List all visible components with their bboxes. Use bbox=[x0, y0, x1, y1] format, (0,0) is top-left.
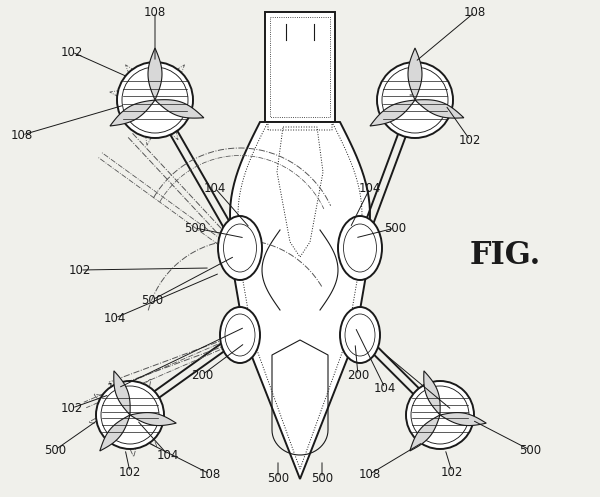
Text: 108: 108 bbox=[199, 468, 221, 481]
Text: 500: 500 bbox=[311, 472, 333, 485]
Text: 200: 200 bbox=[191, 368, 213, 382]
Polygon shape bbox=[148, 48, 162, 100]
Text: 104: 104 bbox=[374, 382, 396, 395]
Polygon shape bbox=[370, 100, 415, 126]
Circle shape bbox=[406, 381, 474, 449]
Text: 108: 108 bbox=[11, 129, 33, 142]
FancyBboxPatch shape bbox=[265, 12, 335, 122]
Text: 500: 500 bbox=[519, 443, 541, 457]
Text: 104: 104 bbox=[441, 404, 463, 416]
Text: FIG.: FIG. bbox=[470, 240, 541, 270]
Text: 500: 500 bbox=[384, 222, 406, 235]
Text: 104: 104 bbox=[104, 312, 126, 325]
Text: 104: 104 bbox=[204, 181, 226, 194]
Text: 500: 500 bbox=[44, 443, 66, 457]
Polygon shape bbox=[408, 48, 422, 100]
Polygon shape bbox=[415, 100, 464, 118]
Text: 102: 102 bbox=[119, 466, 141, 479]
Text: 200: 200 bbox=[347, 368, 369, 382]
Circle shape bbox=[96, 381, 164, 449]
Polygon shape bbox=[410, 415, 440, 451]
Ellipse shape bbox=[218, 216, 262, 280]
Circle shape bbox=[377, 62, 453, 138]
Text: 500: 500 bbox=[267, 472, 289, 485]
Text: 102: 102 bbox=[459, 134, 481, 147]
Text: 500: 500 bbox=[184, 222, 206, 235]
Text: 102: 102 bbox=[61, 46, 83, 59]
Text: 102: 102 bbox=[61, 402, 83, 414]
Text: 102: 102 bbox=[69, 263, 91, 276]
Polygon shape bbox=[424, 371, 440, 415]
Polygon shape bbox=[110, 100, 155, 126]
Text: 104: 104 bbox=[157, 448, 179, 462]
Ellipse shape bbox=[338, 216, 382, 280]
Polygon shape bbox=[440, 413, 486, 425]
Text: 104: 104 bbox=[107, 382, 129, 395]
Polygon shape bbox=[155, 100, 204, 118]
Polygon shape bbox=[114, 371, 130, 415]
Polygon shape bbox=[230, 122, 370, 479]
Circle shape bbox=[117, 62, 193, 138]
Ellipse shape bbox=[220, 307, 260, 363]
Text: 102: 102 bbox=[441, 466, 463, 479]
Text: 108: 108 bbox=[144, 5, 166, 18]
Text: 108: 108 bbox=[359, 468, 381, 481]
Polygon shape bbox=[130, 413, 176, 425]
Ellipse shape bbox=[340, 307, 380, 363]
Text: 500: 500 bbox=[404, 88, 426, 101]
Polygon shape bbox=[100, 415, 130, 451]
Text: 108: 108 bbox=[464, 5, 486, 18]
Text: 500: 500 bbox=[141, 294, 163, 307]
Text: 104: 104 bbox=[359, 181, 381, 194]
